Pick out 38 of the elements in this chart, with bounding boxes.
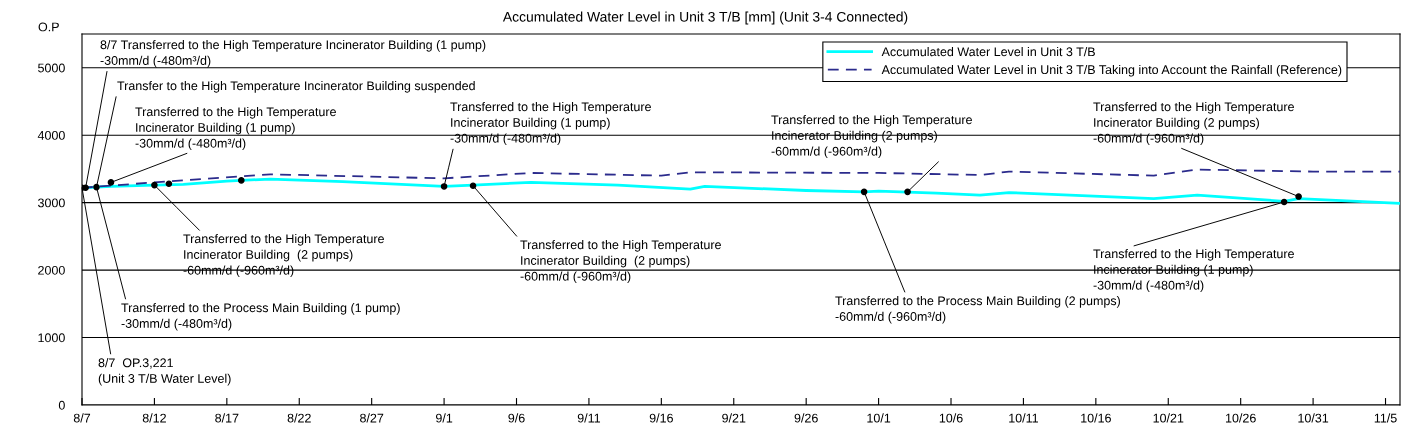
x-tick-label: 10/26 [1226,413,1256,423]
x-tick-label: 9/21 [722,413,746,423]
annotation: Transferred to the High Temperature Incinerator Building (2 pumps) -60mm/d (-960m³/d) [520,240,721,284]
annotation: Transferred to the Process Main Building (1 pump) -30mm/d (-480m³/d) [121,303,400,331]
annotation: 8/7 Transferred to the High Temperature Incinerator Building (1 pump) -30mm/d (-480m³/d) [100,40,486,68]
y-tick-label: 2000 [38,265,65,275]
y-tick-label: 0 [58,400,65,410]
annotation: Transferred to the High Temperature Incinerator Building (1 pump) -30mm/d (-480m³/d) [135,107,336,151]
x-tick-label: 10/16 [1081,413,1111,423]
x-tick-label: 9/11 [577,413,601,423]
x-tick-label: 9/26 [794,413,818,423]
legend-label: Accumulated Water Level in Unit 3 T/B Taking into Account the Rainfall (Reference) [881,64,1342,77]
legend-label: Accumulated Water Level in Unit 3 T/B [881,47,1095,57]
x-tick-label: 8/17 [215,413,239,423]
x-tick-label: 10/6 [939,413,963,423]
x-tick-label: 8/12 [142,413,166,423]
x-tick-label: 9/1 [435,413,453,423]
x-tick-label: 8/7 [73,413,91,423]
annotation: 8/7 OP.3,221 (Unit 3 T/B Water Level) [98,358,231,386]
y-tick-label: 5000 [38,63,65,73]
y-axis-title: O.P [38,22,59,32]
x-tick-label: 8/22 [287,413,311,423]
y-tick-label: 3000 [38,198,65,208]
x-tick-label: 10/21 [1153,413,1184,423]
y-tick-label: 1000 [38,333,65,343]
x-tick-label: 10/1 [867,413,891,423]
annotation: Transfer to the High Temperature Incinerator Building suspended [117,81,475,93]
chart-title: Accumulated Water Level in Unit 3 T/B [mm] (Unit 3-4 Connected) [502,11,908,25]
x-tick-label: 9/6 [508,413,525,423]
annotation: Transferred to the High Temperature Incinerator Building (1 pump) -30mm/d (-480m³/d) [450,102,651,146]
annotation: Transferred to the Process Main Building (2 pumps) -60mm/d (-960m³/d) [835,296,1120,324]
x-tick-label: 11/5 [1374,413,1397,423]
x-tick-label: 10/11 [1009,413,1038,423]
x-tick-label: 9/16 [649,413,673,423]
annotation: Transferred to the High Temperature Incinerator Building (2 pumps) -60mm/d (-960m³/d) [1093,102,1294,146]
x-tick-label: 10/31 [1298,413,1329,423]
y-tick-label: 4000 [37,130,65,140]
x-tick-label: 8/27 [360,413,384,423]
